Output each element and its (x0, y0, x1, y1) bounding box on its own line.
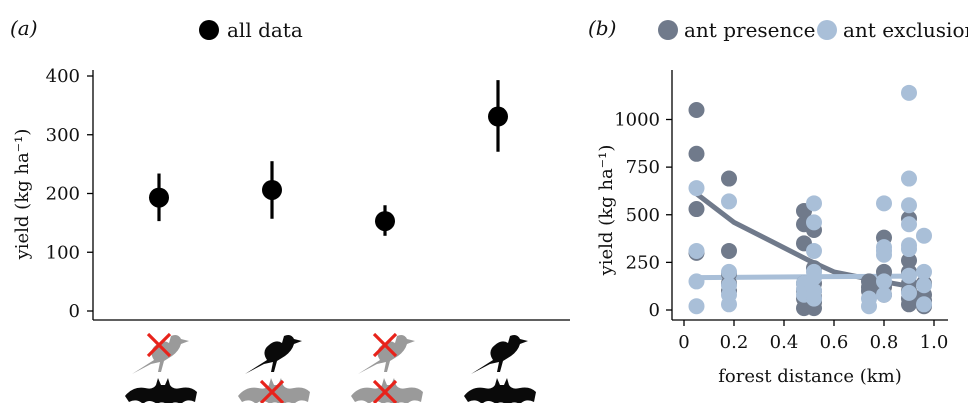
legend-label-all-data: all data (227, 18, 303, 42)
ant-presence-point (901, 296, 917, 313)
cross-icon (259, 379, 285, 403)
panel-a: (a) all data yield (kg ha⁻¹) 0 100 200 300 4… (10, 16, 570, 403)
ant-exclusion-point (901, 267, 917, 284)
ant-exclusion-point (688, 273, 705, 290)
panel-b-x-axis-label: forest distance (km) (718, 366, 902, 387)
panel-b-legend: ant presence ant exclusion (658, 18, 968, 42)
ant-exclusion-point (876, 286, 892, 303)
legend-marker-all-data (199, 20, 219, 40)
panel-a-marks (149, 80, 508, 236)
ant-presence-point (721, 170, 737, 187)
legend-label-ant-presence: ant presence (684, 18, 815, 42)
ant-exclusion-point (901, 84, 917, 101)
ant-exclusion-point (901, 284, 917, 301)
panel-b-y-tick-label: 750 (626, 157, 660, 178)
ant-exclusion-point (916, 227, 932, 244)
ant-exclusion-point (688, 298, 705, 315)
panel-a-y-ticks: 0 100 200 300 400 (46, 66, 93, 322)
panel-b-x-tick-label: 0.4 (770, 332, 799, 353)
ant-exclusion-point (806, 269, 822, 286)
panel-a-y-tick-label: 0 (69, 301, 80, 322)
ant-exclusion-point (901, 241, 917, 258)
panel-a-point (149, 187, 169, 208)
panel-a-y-tick-label: 400 (46, 66, 80, 87)
ant-exclusion-point (688, 242, 705, 259)
panel-a-treatment-icons (125, 332, 536, 403)
bird-excluded-icon (358, 332, 415, 374)
ant-presence-point (721, 242, 737, 259)
ant-exclusion-point (916, 263, 932, 280)
ant-exclusion-point (806, 214, 822, 231)
cross-icon (372, 332, 398, 358)
panel-b-x-ticks: 0 0.2 0.4 0.6 0.8 1.0 (678, 320, 948, 353)
panel-b-x-tick-label: 0.8 (870, 332, 899, 353)
bat-present-icon (125, 378, 197, 403)
panel-b-x-tick-label: 0 (678, 332, 689, 353)
panel-b-x-tick-label: 1.0 (920, 332, 949, 353)
panel-b-x-tick-label: 0.6 (820, 332, 849, 353)
panel-b-y-tick-label: 1000 (614, 110, 660, 131)
bird-present-icon (245, 335, 302, 374)
cross-icon (372, 379, 398, 403)
ant-exclusion-point (806, 195, 822, 212)
ant-exclusion-point (861, 298, 877, 315)
ant-exclusion-point (688, 180, 705, 197)
ant-exclusion-point (806, 242, 822, 259)
ant-exclusion-point (721, 193, 737, 210)
ant-presence-point (688, 201, 705, 218)
ant-exclusion-point (721, 263, 737, 280)
panel-a-point (375, 211, 395, 232)
bird-excluded-icon (132, 332, 189, 374)
panel-b-y-tick-label: 0 (649, 300, 660, 321)
panel-a-y-axis-label: yield (kg ha⁻¹) (12, 129, 33, 261)
ant-presence-point (688, 101, 705, 118)
panel-b: (b) ant presence ant exclusion yield (kg… (588, 16, 968, 387)
panel-b-y-tick-label: 500 (626, 205, 660, 226)
legend-marker-ant-presence (658, 20, 678, 40)
panel-b-y-axis-label: yield (kg ha⁻¹) (596, 145, 617, 277)
ant-exclusion-point (876, 273, 892, 290)
ant-exclusion-point (876, 246, 892, 263)
bat-excluded-icon (238, 378, 310, 403)
panel-a-label: (a) (10, 16, 38, 40)
panel-a-point (262, 179, 282, 200)
panel-b-x-tick-label: 0.2 (720, 332, 749, 353)
panel-a-y-tick-label: 200 (46, 184, 80, 205)
bird-present-icon (471, 335, 528, 374)
ant-presence-point (901, 252, 917, 269)
ant-exclusion-point (901, 170, 917, 187)
ant-exclusion-point (876, 195, 892, 212)
legend-marker-ant-exclusion (817, 20, 837, 40)
bat-present-icon (464, 378, 536, 403)
ant-exclusion-point (806, 290, 822, 307)
ant-exclusion-point (916, 277, 932, 294)
panel-b-y-ticks: 0 250 500 750 1000 (614, 110, 672, 321)
ant-presence-point (688, 145, 705, 162)
panel-a-point (488, 106, 508, 127)
ant-exclusion-point (916, 296, 932, 313)
panel-b-y-tick-label: 250 (626, 252, 660, 273)
panel-a-y-tick-label: 300 (46, 125, 80, 146)
panel-a-y-tick-label: 100 (46, 242, 80, 263)
ant-exclusion-point (901, 197, 917, 214)
ant-exclusion-point (721, 296, 737, 313)
panel-b-label: (b) (588, 16, 616, 40)
bat-excluded-icon (351, 378, 423, 403)
panel-a-legend: all data (199, 18, 303, 42)
cross-icon (146, 332, 172, 358)
ant-exclusion-point (901, 216, 917, 233)
panel-b-points (688, 84, 932, 317)
legend-label-ant-exclusion: ant exclusion (843, 18, 968, 42)
